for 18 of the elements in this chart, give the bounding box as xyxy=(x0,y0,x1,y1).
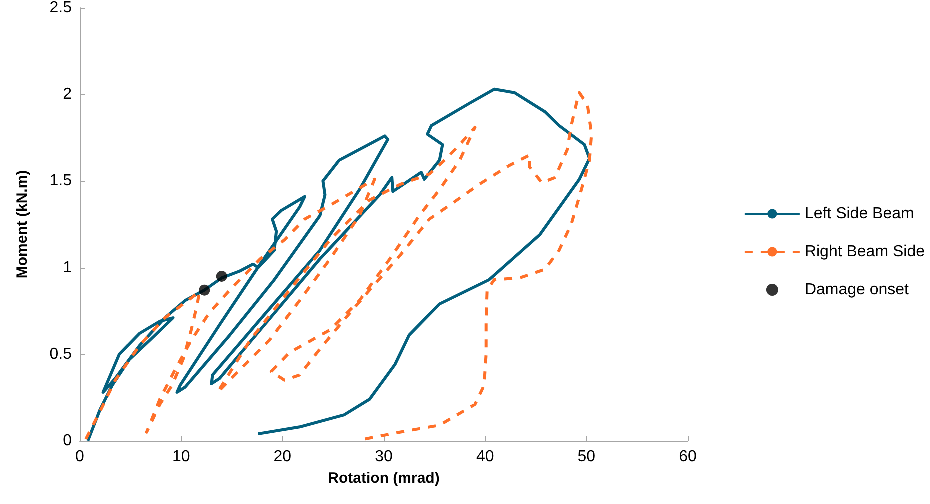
x-tick-label: 20 xyxy=(274,448,292,466)
y-tick-label: 2.5 xyxy=(50,0,72,16)
x-tick-label: 60 xyxy=(679,448,697,466)
y-tick-label: 1.5 xyxy=(50,172,72,190)
x-tick-label: 30 xyxy=(375,448,393,466)
x-tick-label: 50 xyxy=(578,448,596,466)
x-axis-title: Rotation (mrad) xyxy=(328,470,440,487)
y-tick-label: 1 xyxy=(63,259,72,276)
x-tick-label: 40 xyxy=(476,448,494,466)
x-tick-label: 10 xyxy=(172,448,190,466)
legend-label: Damage onset xyxy=(804,282,910,298)
legend-label: Right Beam Side xyxy=(804,244,926,260)
x-tick-label: 0 xyxy=(76,448,85,466)
y-tick-label: 0.5 xyxy=(50,346,72,363)
y-tick-label: 2 xyxy=(63,86,72,104)
y-tick-label: 0 xyxy=(63,432,72,450)
legend-label: Left Side Beam xyxy=(804,206,914,222)
y-axis-title: Moment (kN.m) xyxy=(14,170,31,279)
